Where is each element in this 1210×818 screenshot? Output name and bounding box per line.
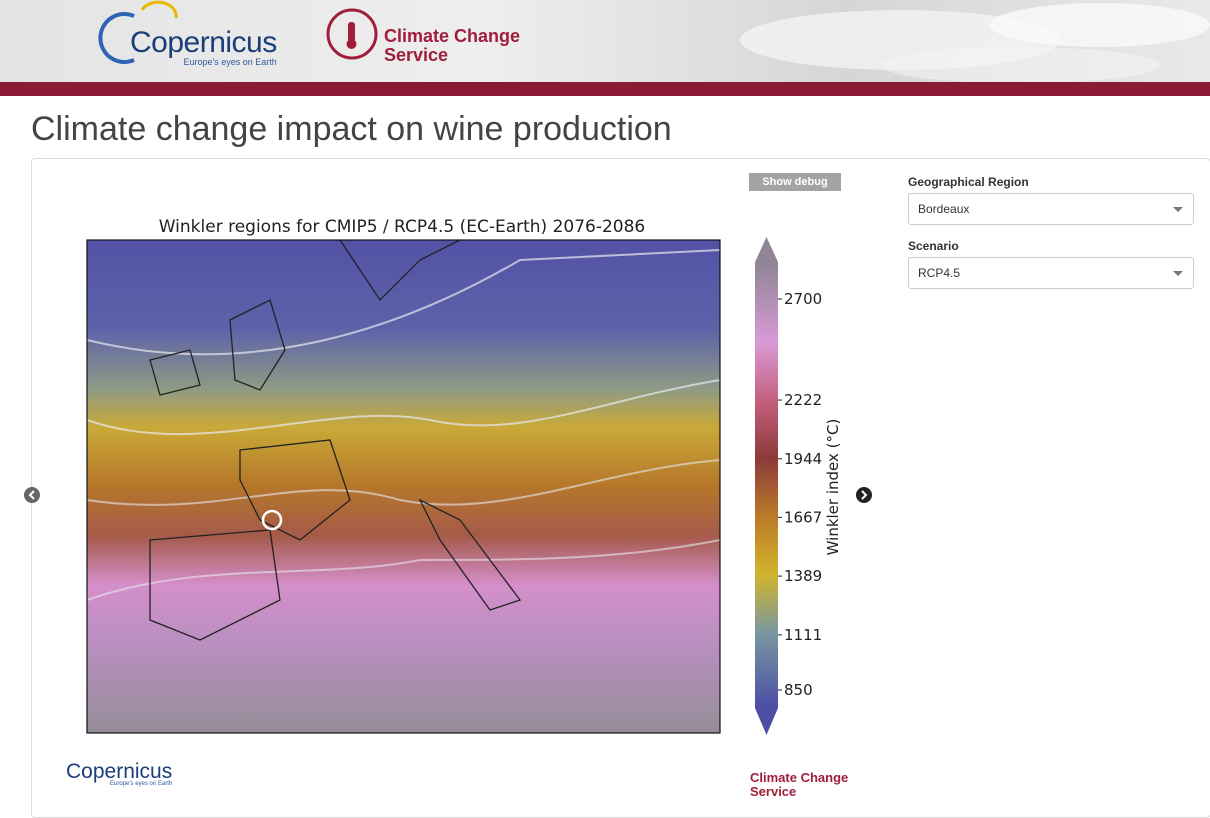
logo-line: Service	[384, 44, 449, 65]
region-select[interactable]: Bordeaux	[908, 193, 1194, 225]
colorbar-label: Winkler index (°C)	[824, 419, 842, 556]
page-title: Climate change impact on wine production	[31, 110, 672, 148]
logo-line: Climate Change	[750, 770, 849, 785]
logo-line: Service	[750, 783, 797, 799]
next-arrow[interactable]	[856, 487, 872, 503]
map-figure: Winkler regions for CMIP5 / RCP4.5 (EC-E…	[24, 217, 872, 735]
show-debug-button[interactable]: Show debug	[749, 173, 841, 191]
header-bar	[0, 82, 1210, 96]
colorbar-tick-label: 2222	[784, 391, 822, 409]
clouds	[98, 0, 1210, 82]
colorbar-tick-label: 1944	[784, 450, 822, 468]
logo-text: Copernicus	[66, 760, 173, 783]
map-field	[87, 240, 720, 733]
colorbar-tick-label: 1667	[784, 508, 822, 526]
footer-copernicus-logo: Copernicus Europe's eyes on Earth	[66, 760, 172, 787]
region-value: Bordeaux	[918, 202, 970, 216]
copernicus-logo[interactable]: Copernicus Europe's eyes on Earth	[130, 26, 277, 67]
map-title: Winkler regions for CMIP5 / RCP4.5 (EC-E…	[159, 217, 646, 237]
prev-arrow[interactable]	[24, 487, 40, 503]
logo-tagline: Europe's eyes on Earth	[110, 781, 173, 787]
colorbar-tick-label: 2700	[784, 290, 822, 308]
logo-text: Copernicus	[130, 26, 277, 59]
location-marker	[261, 509, 283, 531]
logo-line: Climate Change	[384, 26, 521, 46]
footer-c3s-logo: Climate Change Service	[750, 771, 848, 798]
scenario-label: Scenario	[908, 239, 959, 253]
logo-tagline: Europe's eyes on Earth	[183, 57, 277, 67]
scenario-select[interactable]: RCP4.5	[908, 257, 1194, 289]
colorbar: 850 1111 1389 1667 1944 2222 2700	[755, 237, 822, 735]
colorbar-tick-label: 1111	[784, 626, 822, 644]
colorbar-tick-label: 850	[784, 681, 813, 699]
header: Copernicus Europe's eyes on Earth Climate…	[0, 0, 1210, 82]
scenario-value: RCP4.5	[918, 266, 961, 280]
region-label: Geographical Region	[908, 175, 1029, 189]
colorbar-tick-label: 1389	[784, 567, 822, 585]
c3s-logo[interactable]: Climate Change Service	[384, 27, 520, 65]
map-frame	[86, 239, 721, 734]
